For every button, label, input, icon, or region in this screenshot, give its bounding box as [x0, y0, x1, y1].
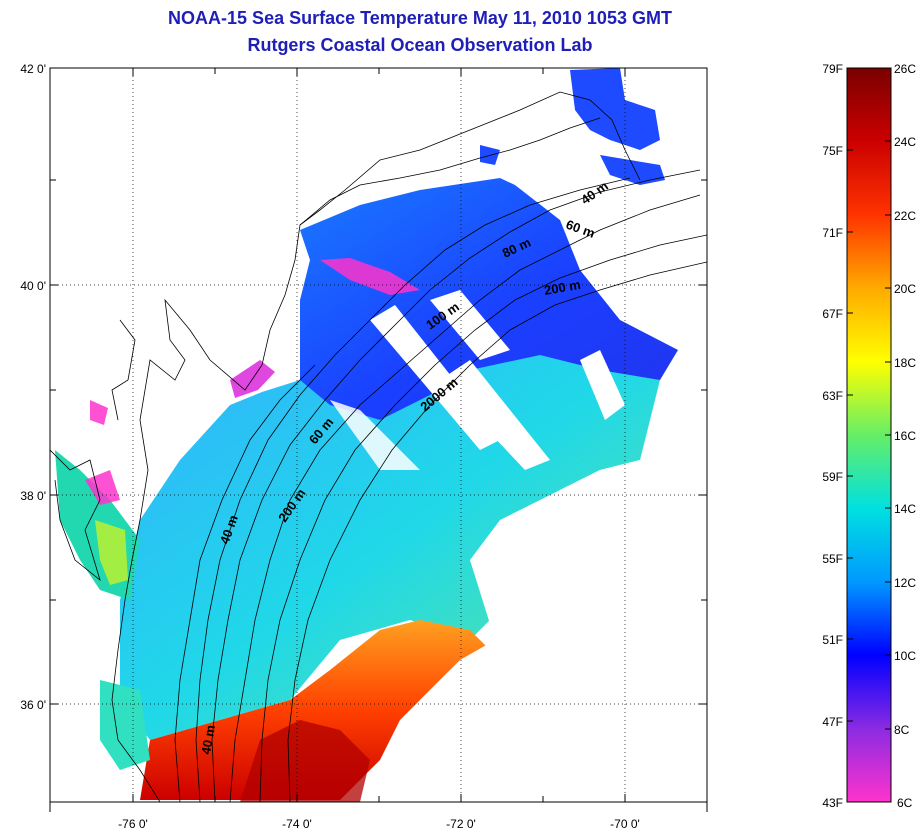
- lon-label: -70 0': [610, 817, 640, 831]
- latitude-labels: 42 0' 40 0' 38 0' 36 0': [20, 62, 46, 712]
- sst-imagery: [55, 68, 707, 802]
- isobath-label: 60 m: [564, 217, 597, 241]
- map-subtitle: Rutgers Coastal Ocean Observation Lab: [247, 35, 593, 55]
- cb-c-label: 16C: [894, 429, 916, 443]
- lon-label: -76 0': [118, 817, 148, 831]
- map-gridlines: [50, 68, 707, 802]
- map-ticks: [49, 67, 708, 812]
- isobath-label: 40 m: [578, 178, 611, 207]
- cb-c-label: 20C: [894, 282, 916, 296]
- cb-c-label: 14C: [894, 502, 916, 516]
- cb-f-label: 59F: [822, 470, 843, 484]
- cb-c-label: 18C: [894, 356, 916, 370]
- cb-f-label: 75F: [822, 144, 843, 158]
- colorbar-fahrenheit-labels: 79F 75F 71F 67F 63F 59F 55F 51F 47F 43F: [822, 62, 843, 810]
- lat-label: 42 0': [20, 62, 46, 76]
- lat-label: 40 0': [20, 279, 46, 293]
- longitude-labels: -76 0' -74 0' -72 0' -70 0': [118, 817, 640, 831]
- cb-f-label: 47F: [822, 715, 843, 729]
- cb-c-label: 24C: [894, 135, 916, 149]
- cb-c-label: 10C: [894, 649, 916, 663]
- temperature-colorbar: 79F 75F 71F 67F 63F 59F 55F 51F 47F 43F …: [822, 62, 916, 810]
- cb-c-label: 26C: [894, 62, 916, 76]
- colorbar-gradient: [846, 67, 892, 803]
- cb-c-label: 22C: [894, 209, 916, 223]
- cb-f-label: 71F: [822, 226, 843, 240]
- map-title: NOAA-15 Sea Surface Temperature May 11, …: [168, 8, 672, 28]
- coastline-and-isobaths: [50, 91, 707, 802]
- cb-f-label: 63F: [822, 389, 843, 403]
- cb-f-label: 79F: [822, 62, 843, 76]
- isobath-label: 200 m: [543, 277, 582, 298]
- cb-f-label: 67F: [822, 307, 843, 321]
- cb-c-label: 6C: [897, 796, 913, 810]
- lat-label: 38 0': [20, 489, 46, 503]
- cb-c-label: 8C: [894, 723, 910, 737]
- colorbar-celsius-labels: 26C 24C 22C 20C 18C 16C 14C 12C 10C 8C 6…: [894, 62, 916, 810]
- cb-f-label: 55F: [822, 552, 843, 566]
- isobath-label: 40 m: [198, 724, 218, 756]
- cb-c-label: 12C: [894, 576, 916, 590]
- lat-label: 36 0': [20, 698, 46, 712]
- cb-f-label: 51F: [822, 633, 843, 647]
- lon-label: -72 0': [446, 817, 476, 831]
- cb-f-label: 43F: [822, 796, 843, 810]
- lon-label: -74 0': [282, 817, 312, 831]
